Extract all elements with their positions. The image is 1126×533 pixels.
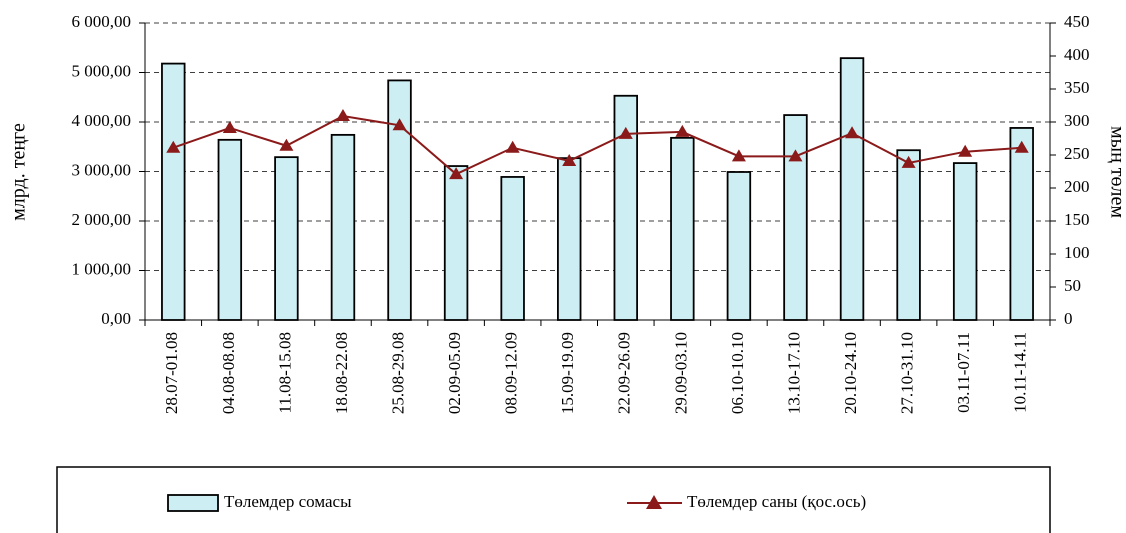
x-tick-label: 02.09-05.09: [445, 332, 464, 414]
bar: [726, 171, 752, 321]
y2-tick-label: 100: [1064, 243, 1090, 262]
x-tick-label: 08.09-12.09: [502, 332, 521, 414]
x-tick-label: 25.08-29.08: [388, 332, 407, 414]
y2-axis-label: мың төлем: [1106, 126, 1126, 218]
bar: [217, 138, 243, 321]
y-tick-label: 4 000,00: [72, 111, 132, 130]
x-tick-label: 18.08-22.08: [332, 332, 351, 414]
legend-swatch: [167, 494, 219, 512]
x-tick-label: 28.07-01.08: [162, 332, 181, 414]
x-tick-label: 22.09-26.09: [615, 332, 634, 414]
line-marker: [1014, 140, 1029, 153]
bar: [387, 79, 412, 321]
line-marker: [958, 144, 973, 157]
bar: [952, 162, 978, 321]
legend-marker: [646, 495, 662, 509]
line-marker: [392, 118, 407, 131]
x-tick-label: 04.08-08.08: [219, 332, 238, 414]
line-marker: [845, 126, 860, 139]
y-tick-label: 3 000,00: [72, 160, 132, 179]
y-tick-label: 1 000,00: [72, 259, 132, 278]
y2-tick-label: 50: [1064, 276, 1081, 295]
x-tick-label: 11.08-15.08: [275, 332, 294, 414]
bar: [896, 149, 921, 321]
x-tick-label: 10.11-14.11: [1011, 332, 1030, 413]
x-tick-label: 03.11-07.11: [954, 332, 973, 413]
line-marker: [505, 140, 520, 153]
bar: [274, 156, 299, 321]
y2-tick-label: 350: [1064, 78, 1090, 97]
y-tick-label: 6 000,00: [72, 12, 132, 31]
bar: [443, 165, 469, 321]
bar: [670, 136, 695, 321]
bar: [839, 57, 865, 321]
line-marker: [562, 153, 577, 166]
y-tick-label: 0,00: [101, 309, 131, 328]
y-tick-label: 2 000,00: [72, 210, 132, 229]
bar: [500, 176, 525, 321]
line-marker: [166, 140, 181, 153]
y2-tick-label: 150: [1064, 210, 1090, 229]
line-marker: [279, 138, 294, 151]
x-tick-label: 15.09-19.09: [558, 332, 577, 414]
line-marker: [731, 149, 746, 162]
x-tick-label: 13.10-17.10: [784, 332, 803, 414]
y-axis-label: млрд. теңге: [8, 123, 30, 221]
line-marker: [618, 126, 633, 139]
x-tick-label: 06.10-10.10: [728, 332, 747, 414]
x-tick-label: 20.10-24.10: [841, 332, 860, 414]
line-marker: [222, 120, 237, 133]
y2-tick-label: 200: [1064, 177, 1090, 196]
line-series: [172, 115, 1022, 176]
legend-label: Төлемдер саны (қос.ось): [687, 492, 866, 511]
line-marker: [449, 167, 464, 180]
legend-label: Төлемдер сомасы: [224, 492, 352, 511]
line-marker: [675, 124, 690, 137]
bar: [557, 157, 582, 321]
y2-tick-label: 300: [1064, 111, 1090, 130]
bar: [783, 114, 808, 321]
y2-tick-label: 450: [1064, 12, 1090, 31]
y2-tick-label: 400: [1064, 45, 1090, 64]
y2-tick-label: 0: [1064, 309, 1073, 328]
bar: [1009, 127, 1034, 321]
x-tick-label: 27.10-31.10: [898, 332, 917, 414]
line-marker: [788, 149, 803, 162]
line-marker: [901, 155, 916, 168]
line-marker: [335, 109, 350, 122]
y2-tick-label: 250: [1064, 144, 1090, 163]
legend-box: [56, 466, 1051, 533]
x-tick-label: 29.09-03.10: [671, 332, 690, 414]
y-tick-label: 5 000,00: [72, 61, 132, 80]
bar: [330, 133, 356, 321]
bar: [161, 62, 186, 321]
